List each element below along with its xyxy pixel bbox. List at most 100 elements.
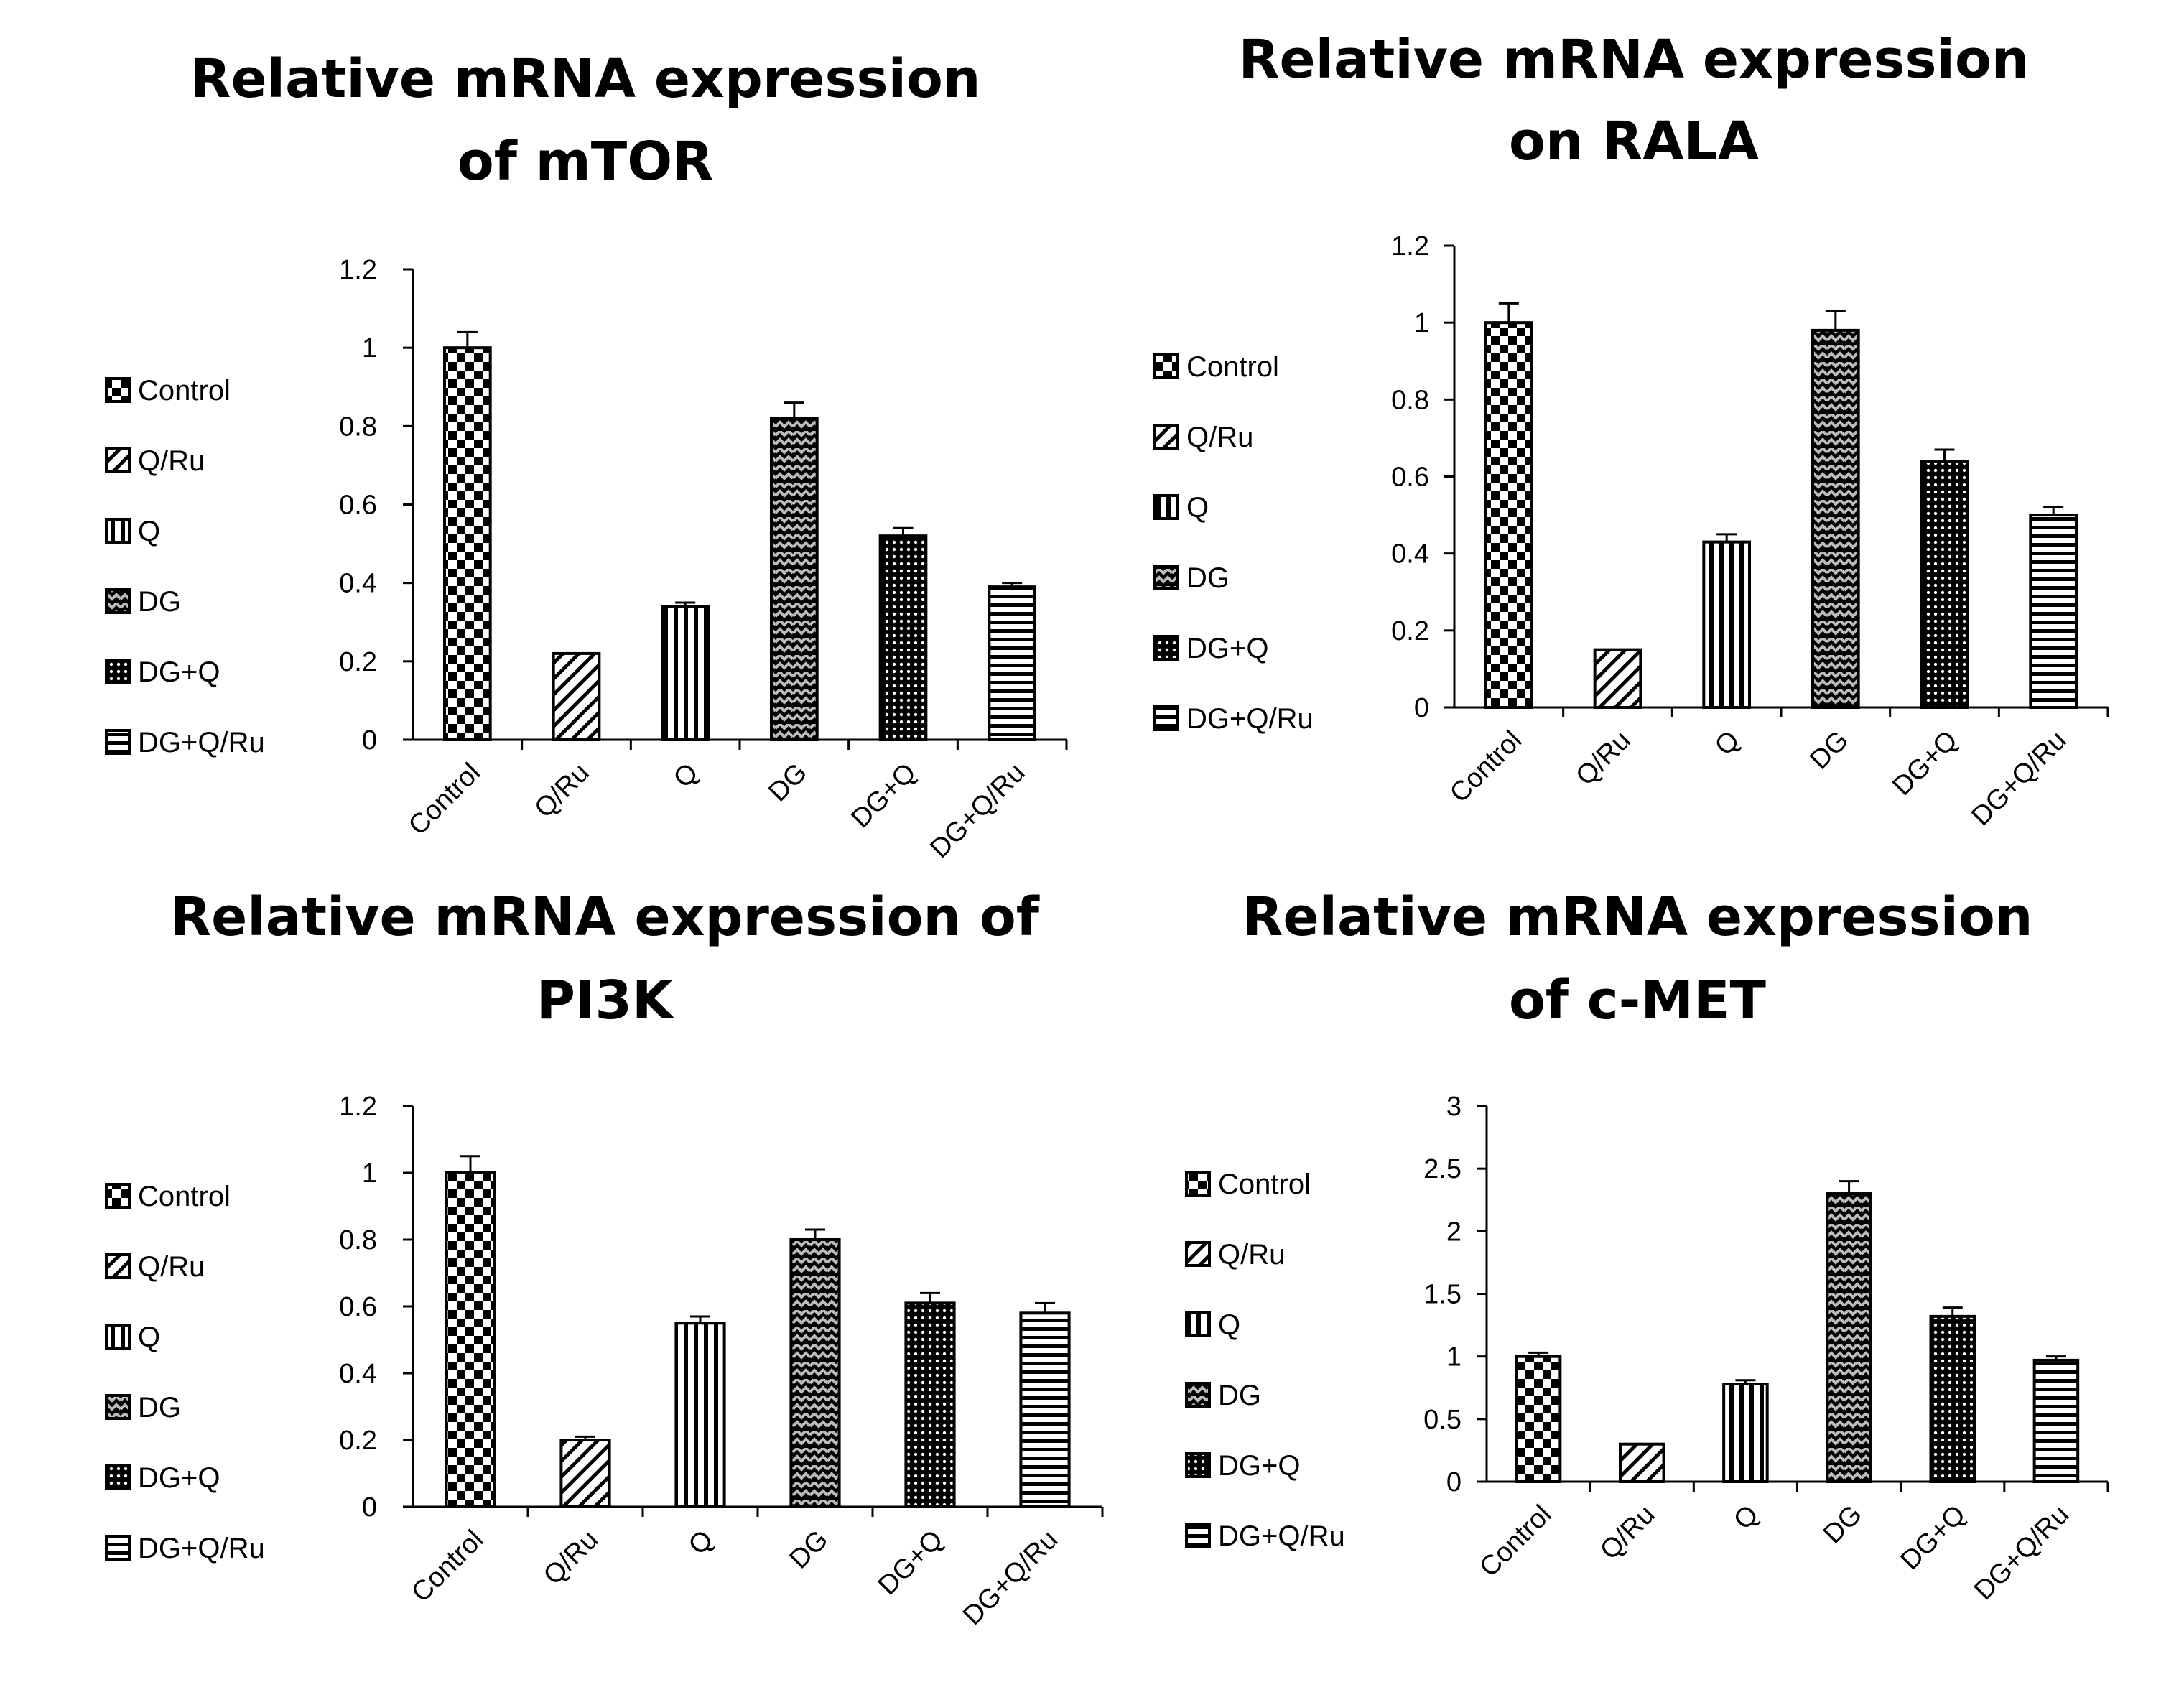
legend-swatch <box>1153 565 1179 590</box>
legend-label: Q <box>1218 1309 1240 1341</box>
legend-label: DG+Q/Ru <box>138 727 265 758</box>
y-tick-label: 0.4 <box>339 569 377 599</box>
legend-swatch <box>1185 1523 1211 1548</box>
legend-label: DG+Q/Ru <box>1186 703 1314 735</box>
bar-dg-q-ru <box>2032 1358 2080 1483</box>
legend-label: DG+Q <box>1218 1450 1300 1482</box>
y-tick-label: 2 <box>1446 1217 1462 1247</box>
bar-dg <box>789 1238 841 1508</box>
chart-panel-1: Relative mRNA expression of mTOR 0 0.2 0.4 0.… <box>105 48 1068 864</box>
x-tick-label: Q <box>1728 1500 1765 1536</box>
legend-swatch <box>105 377 131 403</box>
chart-title-line: Relative mRNA expression <box>1242 886 2032 948</box>
legend-label: Control <box>138 1181 231 1212</box>
legend-label: Q <box>138 1322 160 1353</box>
chart-panel-4: Relative mRNA expression of c-MET 0 0.5 1 1.5… <box>1185 886 2109 1606</box>
x-tick-label: Q/Ru <box>529 758 595 824</box>
chart-title-line: PI3K <box>536 970 675 1031</box>
legend-swatch <box>1153 635 1179 661</box>
legend-swatch <box>1153 424 1179 450</box>
x-tick-label: Q/Ru <box>1570 725 1636 791</box>
bar-dg-q <box>904 1301 956 1508</box>
legend-label: Q/Ru <box>138 445 205 477</box>
y-tick-label: 0.2 <box>339 1426 377 1456</box>
x-tick-label: DG+Q/Ru <box>957 1525 1064 1631</box>
y-tick-label: 0 <box>1446 1467 1462 1497</box>
x-tick-label: DG+Q/Ru <box>1969 1500 2075 1606</box>
bar-control <box>1484 321 1533 709</box>
x-tick-label: DG+Q <box>873 1525 949 1602</box>
y-tick-label: 0.4 <box>339 1359 377 1389</box>
x-tick-label: DG <box>763 758 813 808</box>
chart-title-line: Relative mRNA expression <box>190 48 980 110</box>
legend-swatch <box>105 518 131 544</box>
y-tick-label: 0.8 <box>339 412 377 442</box>
legend-swatch <box>105 1464 131 1490</box>
chart-title-line: of mTOR <box>457 131 713 192</box>
legend-label: DG+Q <box>1186 633 1268 664</box>
legend-swatch <box>1185 1452 1211 1478</box>
y-tick-label: 3 <box>1446 1092 1462 1122</box>
bar-control <box>442 346 492 741</box>
bar-dg <box>1826 1192 1872 1483</box>
legend-label: DG <box>138 1392 181 1423</box>
y-tick-label: 1.2 <box>339 255 377 285</box>
legend-swatch <box>105 1535 131 1561</box>
chart-title-line: on RALA <box>1509 111 1759 172</box>
legend-label: Control <box>138 375 231 407</box>
y-tick-label: 0.6 <box>339 491 377 521</box>
y-tick-label: 1 <box>362 333 377 363</box>
y-tick-label: 1 <box>362 1158 377 1189</box>
y-tick-label: 1 <box>1446 1342 1462 1372</box>
legend-label: DG <box>1186 562 1230 594</box>
bar-dg <box>1811 328 1860 709</box>
legend-label: DG <box>138 586 181 618</box>
bar-q-ru <box>552 651 601 742</box>
legend-swatch <box>105 729 131 755</box>
legend-swatch <box>105 1394 131 1420</box>
legend-label: Q/Ru <box>138 1251 205 1283</box>
x-tick-label: DG+Q <box>1895 1500 1972 1576</box>
y-tick-label: 0.2 <box>1391 616 1429 646</box>
bar-control <box>445 1171 496 1508</box>
chart-title-line: Relative mRNA expression <box>1238 29 2029 90</box>
bar-q-ru <box>559 1439 611 1508</box>
legend-swatch <box>1153 705 1179 731</box>
bar-q <box>1702 540 1752 710</box>
legend-swatch <box>1185 1311 1211 1337</box>
bar-q <box>661 605 710 742</box>
legend-label: Control <box>1186 351 1279 383</box>
legend-label: Q <box>1186 492 1209 524</box>
legend-swatch <box>105 1324 131 1350</box>
legend-swatch <box>1153 494 1179 520</box>
legend-label: DG <box>1218 1380 1261 1411</box>
legend-swatch <box>105 588 131 614</box>
y-tick-label: 0.8 <box>1391 385 1429 415</box>
y-tick-label: 0.8 <box>339 1225 377 1255</box>
y-tick-label: 0.2 <box>339 647 377 677</box>
bar-dg-q <box>1929 1314 1976 1483</box>
legend-swatch <box>105 1183 131 1209</box>
legend-swatch <box>1185 1171 1211 1197</box>
x-tick-label: Control <box>1474 1500 1557 1583</box>
x-tick-label: Control <box>1444 725 1528 809</box>
y-tick-label: 0 <box>1414 693 1429 723</box>
bar-q <box>674 1322 726 1508</box>
legend-label: DG+Q <box>138 656 220 688</box>
x-tick-label: Control <box>403 758 486 841</box>
bar-dg-q-ru <box>988 585 1037 741</box>
y-tick-label: 0 <box>362 1492 377 1523</box>
y-tick-label: 0.6 <box>339 1292 377 1322</box>
y-tick-label: 0.5 <box>1423 1405 1462 1435</box>
bar-dg-q-ru <box>1019 1311 1071 1509</box>
bar-dg-q <box>878 534 928 742</box>
bar-control <box>1515 1355 1562 1483</box>
legend-label: Q/Ru <box>1218 1239 1285 1271</box>
x-tick-label: Q/Ru <box>1594 1500 1660 1566</box>
x-tick-label: DG+Q <box>1887 725 1964 802</box>
bar-q <box>1722 1383 1769 1484</box>
legend-label: Q <box>138 516 160 547</box>
chart-panel-2: Relative mRNA expression on RALA 0 0.2 0.4 0.… <box>1153 29 2109 832</box>
y-tick-label: 1.2 <box>339 1092 377 1122</box>
